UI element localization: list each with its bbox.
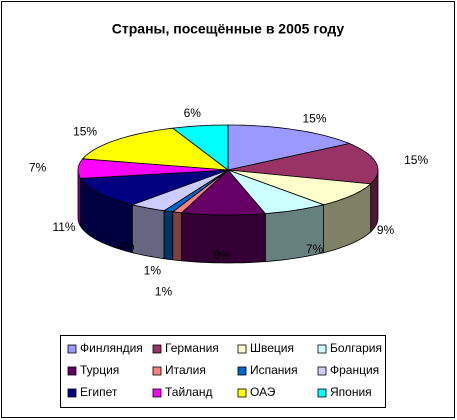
pie-slice bbox=[180, 169, 267, 216]
legend-swatch bbox=[237, 366, 247, 376]
legend-label: Египет bbox=[80, 385, 118, 399]
data-label: 6% bbox=[184, 106, 202, 120]
legend-label: Швеция bbox=[250, 341, 294, 355]
legend-swatch bbox=[237, 344, 247, 354]
data-label: 7% bbox=[306, 242, 324, 256]
legend-label: Финляндия bbox=[80, 341, 143, 355]
pie-slice bbox=[131, 169, 229, 212]
chart-title: Страны, посещённые в 2005 году bbox=[112, 21, 345, 37]
legend-swatch bbox=[317, 366, 327, 376]
data-label: 4% bbox=[117, 239, 135, 253]
legend-label: Испания bbox=[250, 363, 298, 377]
pie-side bbox=[163, 210, 174, 261]
legend-swatch bbox=[67, 388, 77, 398]
data-label: 15% bbox=[73, 124, 97, 138]
pie-slice bbox=[171, 124, 229, 171]
legend-box bbox=[60, 335, 386, 408]
legend-label: ОАЭ bbox=[250, 385, 276, 399]
pie-slice bbox=[80, 169, 229, 206]
legend-label: Тайланд bbox=[165, 385, 212, 399]
legend-swatch bbox=[152, 388, 162, 398]
data-label: 15% bbox=[302, 111, 326, 125]
data-label: 7% bbox=[29, 160, 47, 174]
legend-label: Италия bbox=[165, 363, 206, 377]
pie-slice bbox=[227, 143, 379, 185]
legend-label: Франция bbox=[330, 363, 379, 377]
pie-slice bbox=[227, 124, 351, 171]
legend-swatch bbox=[317, 388, 327, 398]
legend-label: Германия bbox=[165, 341, 219, 355]
legend-label: Турция bbox=[80, 363, 119, 377]
legend-swatch bbox=[67, 344, 77, 354]
legend-label: Болгария bbox=[330, 341, 382, 355]
legend-swatch bbox=[67, 366, 77, 376]
pie-slice bbox=[77, 158, 229, 179]
pie-side bbox=[172, 211, 182, 262]
data-label: 1% bbox=[155, 285, 173, 299]
legend-label: Япония bbox=[330, 385, 372, 399]
data-label: 9% bbox=[213, 248, 231, 262]
data-label: 1% bbox=[144, 263, 162, 277]
data-label: 9% bbox=[377, 223, 395, 237]
pie-slice bbox=[226, 169, 326, 215]
legend-swatch bbox=[152, 344, 162, 354]
legend-swatch bbox=[152, 366, 162, 376]
data-label: 15% bbox=[404, 153, 428, 167]
pie-slice bbox=[81, 127, 230, 171]
legend-swatch bbox=[237, 388, 247, 398]
pie-slice bbox=[227, 169, 372, 206]
pie-side bbox=[132, 204, 165, 260]
data-label: 11% bbox=[52, 220, 75, 234]
legend-swatch bbox=[317, 344, 327, 354]
